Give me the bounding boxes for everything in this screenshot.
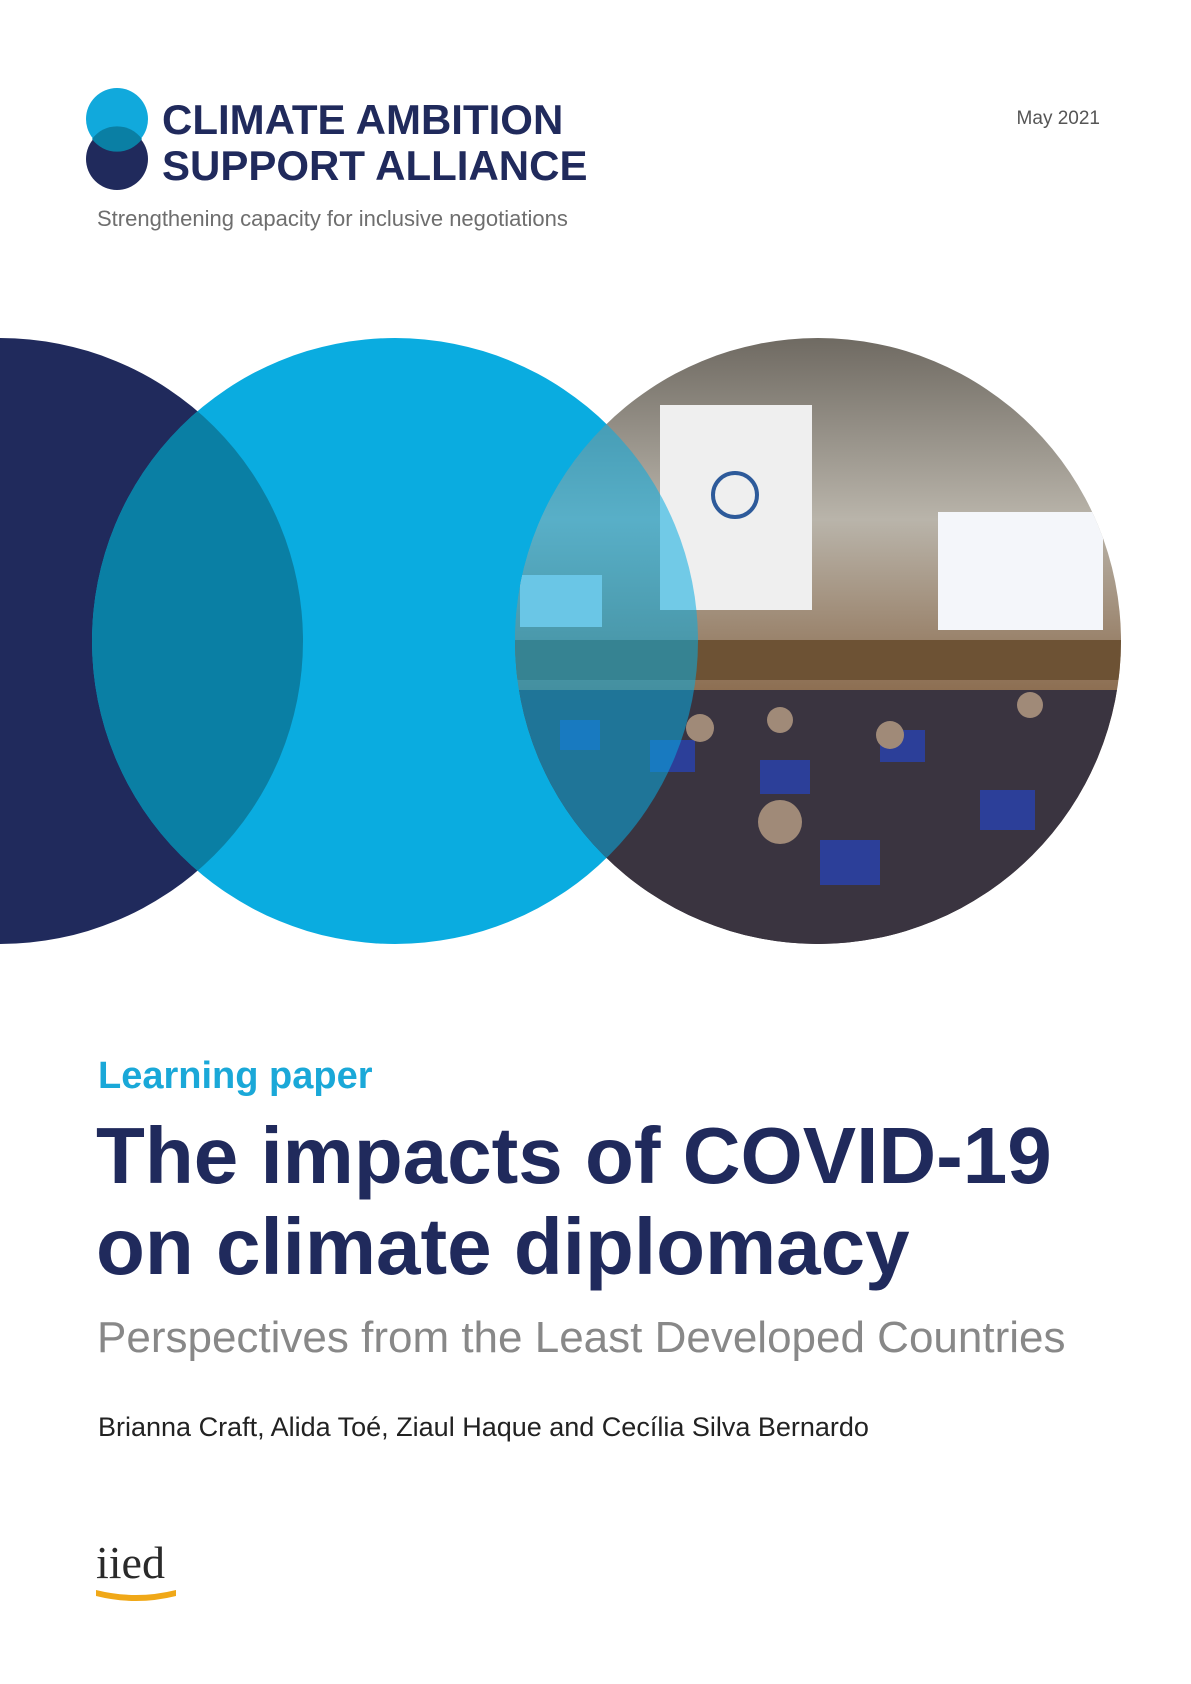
footer-logo: iied <box>96 1537 165 1588</box>
org-name: SUPPORT ALLIANCE <box>162 142 587 189</box>
circle-overlap <box>92 338 303 944</box>
org-name: CLIMATE AMBITION <box>162 96 563 143</box>
logo-underline <box>96 1590 176 1601</box>
paper-title: on climate diplomacy <box>96 1202 910 1291</box>
paper-title: The impacts of COVID-19 <box>96 1111 1052 1200</box>
tagline: Strengthening capacity for inclusive neg… <box>97 206 568 231</box>
paper-subtitle: Perspectives from the Least Developed Co… <box>97 1313 1066 1362</box>
logo-overlap <box>92 126 142 152</box>
date: May 2021 <box>1017 108 1100 129</box>
authors: Brianna Craft, Alida Toé, Ziaul Haque an… <box>98 1412 869 1442</box>
paper-label: Learning paper <box>98 1055 373 1097</box>
